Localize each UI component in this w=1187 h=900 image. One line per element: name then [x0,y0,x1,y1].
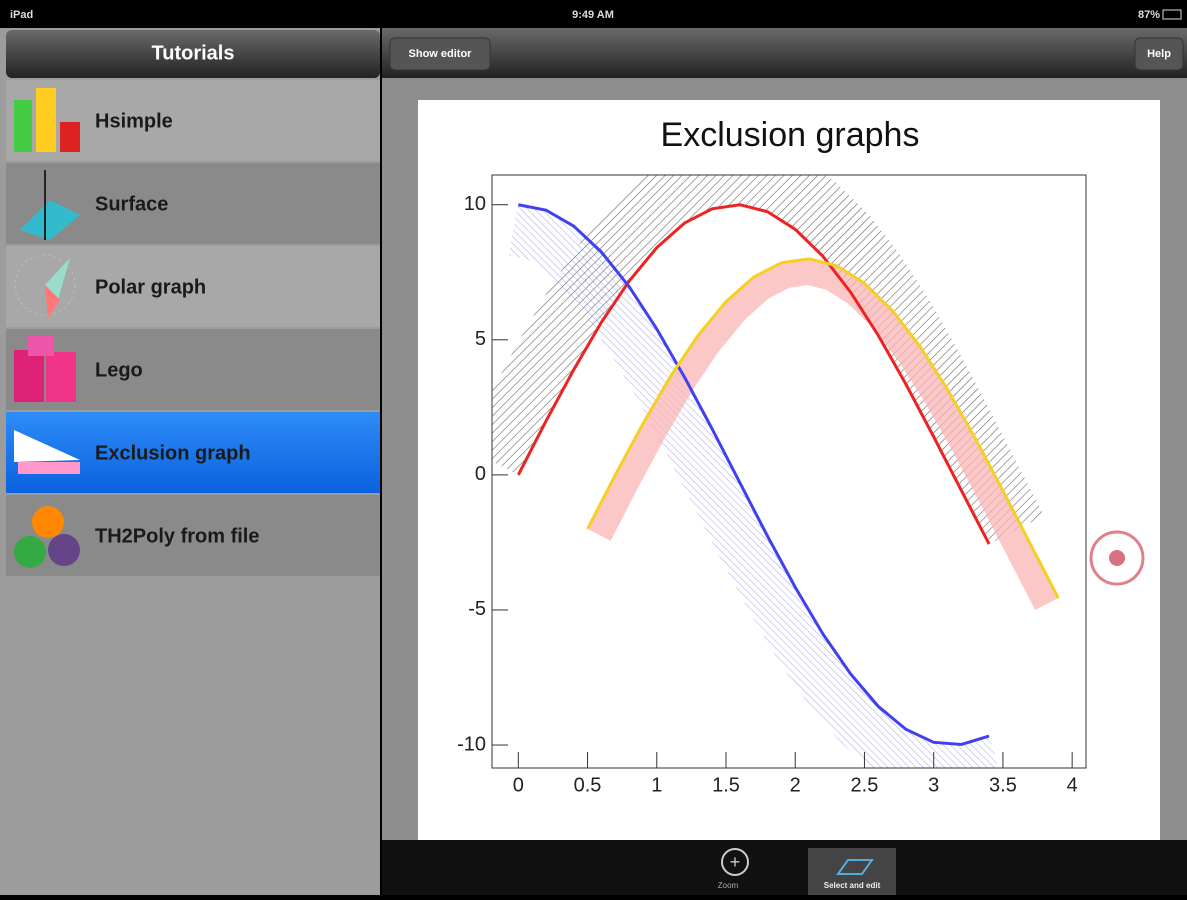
show-editor-label: Show editor [409,48,473,60]
x-tick-label: 4 [1067,774,1078,796]
carrier: iPad [10,9,33,21]
sidebar-item[interactable]: Surface [6,163,380,244]
sidebar-item-bg [6,163,380,244]
x-tick-label: 2.5 [851,774,879,796]
toolbar [382,28,1187,78]
sidebar-item-label: TH2Poly from file [95,525,259,547]
sidebar-item[interactable]: Lego [6,329,380,410]
icon [14,350,44,402]
icon [60,122,80,152]
x-tick-label: 0.5 [574,774,602,796]
x-tick-label: 1 [651,774,662,796]
sidebar-title: Tutorials [152,42,235,64]
x-tick-label: 0 [513,774,524,796]
help-label: Help [1147,48,1171,60]
icon [32,506,64,538]
sidebar-item-label: Polar graph [95,276,206,298]
touch-dot [1109,550,1125,566]
icon [28,336,54,356]
icon [46,352,76,402]
sidebar-item-label: Surface [95,193,168,215]
sidebar-item[interactable]: Hsimple [6,80,380,161]
y-tick-label: -10 [457,733,486,755]
y-tick-label: 0 [475,463,486,485]
select-label: Select and edit [824,881,881,890]
battery: 87% [1138,9,1160,21]
sidebar-item-label: Lego [95,359,143,381]
sidebar-item[interactable]: TH2Poly from file [6,495,380,576]
page: iPad 9:49 AM 87% Tutorials Hsimple Surfac… [0,0,1187,895]
x-tick-label: 3.5 [989,774,1017,796]
icon [48,534,80,566]
x-tick-label: 2 [790,774,801,796]
y-tick-label: 5 [475,328,486,350]
y-tick-label: 10 [464,193,486,215]
y-tick-label: -5 [468,598,486,620]
x-tick-label: 3 [928,774,939,796]
chart-title: Exclusion graphs [661,116,920,154]
zoom-plus: + [730,852,741,872]
sidebar-item[interactable]: Exclusion graph [6,412,380,493]
sidebar-item-label: Exclusion graph [95,442,251,464]
icon [36,88,56,152]
x-tick-label: 1.5 [712,774,740,796]
icon [14,536,46,568]
sidebar-item-label: Hsimple [95,110,173,132]
clock: 9:49 AM [572,9,614,21]
zoom-label: Zoom [718,881,739,890]
icon [14,100,32,152]
bottom-bar [382,840,1187,895]
screen: iPad 9:49 AM 87% Tutorials Hsimple Surfac… [0,0,1187,895]
sidebar-item[interactable]: Polar graph [6,246,380,327]
icon [18,462,80,474]
